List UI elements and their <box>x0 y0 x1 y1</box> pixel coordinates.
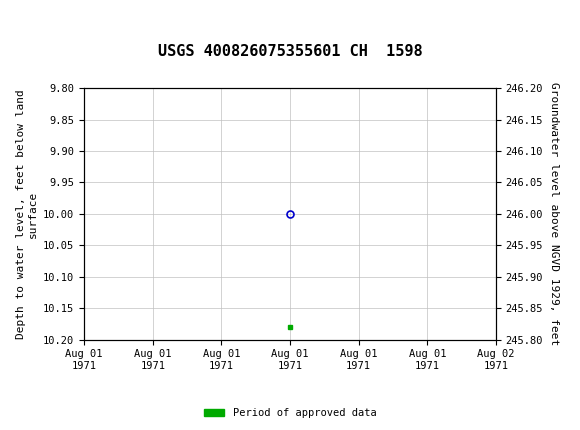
Legend: Period of approved data: Period of approved data <box>200 404 380 423</box>
Y-axis label: Groundwater level above NGVD 1929, feet: Groundwater level above NGVD 1929, feet <box>549 82 559 346</box>
Text: █USGS: █USGS <box>9 7 55 25</box>
Text: USGS 400826075355601 CH  1598: USGS 400826075355601 CH 1598 <box>158 44 422 59</box>
Y-axis label: Depth to water level, feet below land
surface: Depth to water level, feet below land su… <box>16 89 38 339</box>
